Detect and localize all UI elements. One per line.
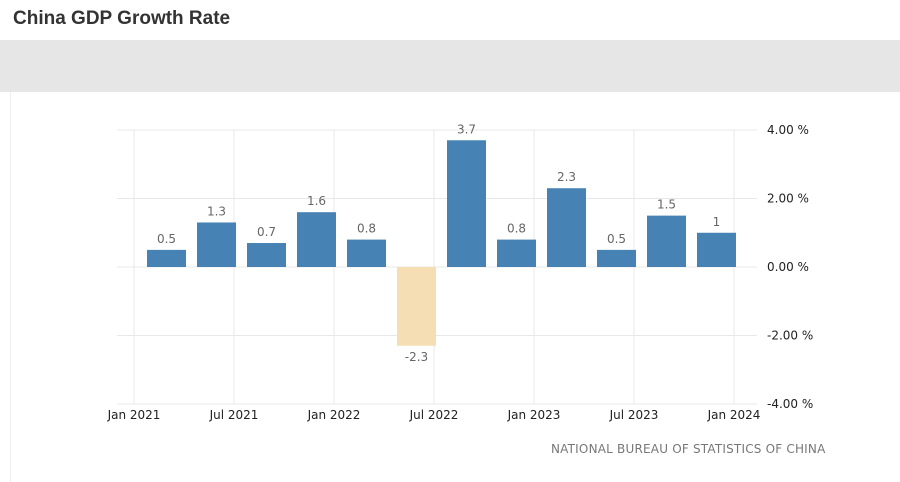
bar (197, 222, 236, 267)
x-tick-label: Jul 2021 (209, 408, 259, 422)
gdp-bar-chart: 4.00 % 2.00 % 0.00 % -2.00 % -4.00 % Jan 2021… (107, 122, 814, 422)
bar (697, 232, 736, 267)
bar-value-label: 0.5 (157, 232, 176, 246)
bar-value-label: 0.8 (507, 222, 526, 236)
bar (147, 249, 186, 267)
bar-value-label: 0.7 (257, 225, 276, 239)
bar (347, 239, 386, 267)
y-tick-label: -4.00 % (767, 397, 813, 411)
bar (247, 243, 286, 267)
x-tick-label: Jan 2024 (707, 408, 761, 422)
bar (297, 212, 336, 267)
bar-value-label: 2.3 (557, 170, 576, 184)
x-tick-label: Jul 2023 (609, 408, 659, 422)
x-tick-label: Jan 2023 (507, 408, 561, 422)
y-tick-label: 0.00 % (767, 260, 809, 274)
bar (597, 249, 636, 267)
bar (447, 140, 486, 267)
bar (647, 215, 686, 267)
x-tick-label: Jul 2022 (409, 408, 459, 422)
bar-value-label: 3.7 (457, 122, 476, 136)
bar (397, 267, 436, 346)
toolbar-band (0, 40, 900, 92)
bar-value-label: -2.3 (405, 350, 428, 364)
bar (547, 188, 586, 267)
y-tick-label: 2.00 % (767, 192, 809, 206)
y-tick-label: 4.00 % (767, 123, 809, 137)
bar-value-label: 1.5 (657, 198, 676, 212)
source-credit: NATIONAL BUREAU OF STATISTICS OF CHINA (551, 442, 826, 456)
bar-value-label: 0.5 (607, 232, 626, 246)
page-title: China GDP Growth Rate (13, 8, 231, 29)
header-bar: China GDP Growth Rate (0, 0, 900, 40)
bar-value-label: 1 (713, 215, 721, 229)
chart-panel: 4.00 % 2.00 % 0.00 % -2.00 % -4.00 % Jan 2021… (10, 92, 890, 482)
bar (497, 239, 536, 267)
x-tick-label: Jan 2021 (107, 408, 161, 422)
bar-value-label: 1.3 (207, 204, 226, 218)
bar-value-label: 1.6 (307, 194, 326, 208)
x-tick-label: Jan 2022 (307, 408, 361, 422)
bar-value-label: 0.8 (357, 222, 376, 236)
y-tick-label: -2.00 % (767, 329, 813, 343)
